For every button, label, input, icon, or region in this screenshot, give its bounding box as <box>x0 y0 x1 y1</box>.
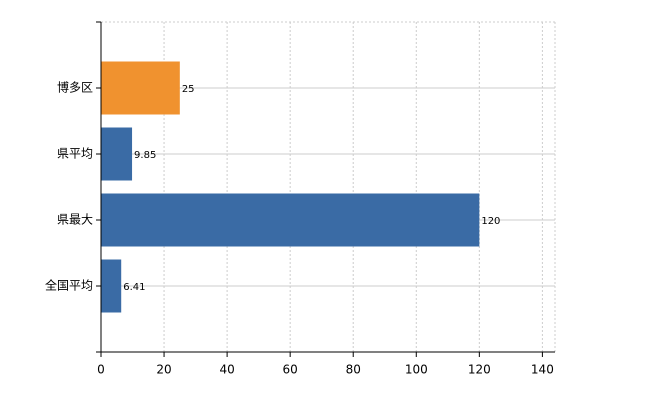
bar <box>101 127 133 181</box>
value-label: 9.85 <box>134 150 156 161</box>
value-label: 25 <box>182 84 195 95</box>
value-label: 120 <box>481 216 500 227</box>
value-label: 6.41 <box>123 282 145 293</box>
x-tick-label: 100 <box>405 363 428 377</box>
x-tick-label: 40 <box>219 363 234 377</box>
bar <box>101 259 122 313</box>
y-tick-label: 県平均 <box>57 147 93 161</box>
bar <box>101 61 180 115</box>
x-tick-label: 120 <box>468 363 491 377</box>
y-tick-label: 県最大 <box>57 213 93 227</box>
x-tick-label: 140 <box>531 363 554 377</box>
x-tick-label: 60 <box>283 363 298 377</box>
x-tick-label: 0 <box>97 363 105 377</box>
y-tick-label: 全国平均 <box>45 278 93 293</box>
x-tick-label: 20 <box>156 363 171 377</box>
x-tick-label: 80 <box>346 363 361 377</box>
bar <box>101 193 480 247</box>
y-tick-label: 博多区 <box>57 80 93 95</box>
